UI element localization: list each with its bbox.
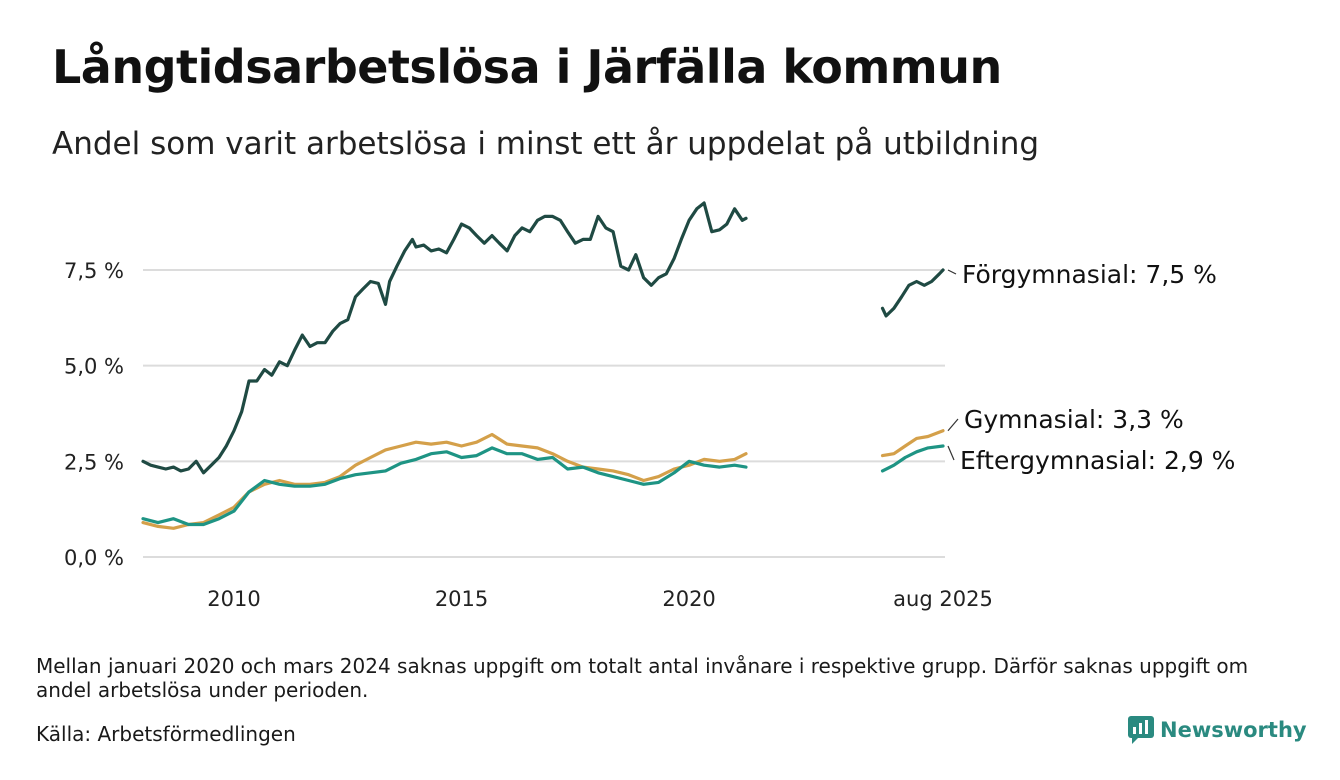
y-tick-label: 7,5 %: [64, 259, 124, 283]
series-end-labels: Förgymnasial: 7,5 % Gymnasial: 3,3 % Efter…: [947, 260, 1235, 475]
y-tick-label: 2,5 %: [64, 450, 124, 474]
x-axis-labels: 2010 2015 2020 aug 2025: [207, 587, 993, 611]
y-axis-labels: 0,0 % 2,5 % 5,0 % 7,5 %: [64, 259, 124, 570]
x-tick-label: 2010: [207, 587, 260, 611]
series-end-label: Förgymnasial: 7,5 %: [962, 260, 1217, 289]
series-lines: [141, 201, 945, 530]
y-tick-label: 0,0 %: [64, 546, 124, 570]
series-end-label: Gymnasial: 3,3 %: [964, 405, 1184, 434]
series-line-eftergymnasial: [141, 446, 748, 527]
series-end-label: Eftergymnasial: 2,9 %: [960, 446, 1235, 475]
series-line-gymnasial: [880, 429, 945, 458]
series-line-förgymnasial: [141, 201, 748, 475]
newsworthy-logo-icon: [1128, 716, 1154, 744]
page-title: Långtidsarbetslösa i Järfälla kommun: [52, 40, 1002, 94]
series-line-förgymnasial: [880, 268, 945, 318]
grid-lines: [143, 269, 945, 558]
label-leader-line: [947, 269, 957, 275]
x-tick-label: 2020: [662, 587, 715, 611]
series-line-eftergymnasial: [880, 444, 945, 473]
x-tick-label: aug 2025: [893, 587, 993, 611]
source-credit: Källa: Arbetsförmedlingen: [36, 722, 296, 746]
line-chart: 0,0 % 2,5 % 5,0 % 7,5 % 2010 2015 2020 aug 202…: [64, 201, 1235, 611]
footnote: Mellan januari 2020 och mars 2024 saknas…: [36, 654, 1249, 702]
label-leader-line: [947, 445, 955, 461]
brand[interactable]: Newsworthy: [1128, 716, 1307, 744]
brand-name: Newsworthy: [1160, 718, 1307, 742]
x-tick-label: 2015: [435, 587, 488, 611]
y-tick-label: 5,0 %: [64, 355, 124, 379]
page-subtitle: Andel som varit arbetslösa i minst ett å…: [52, 126, 1040, 162]
label-leader-line: [947, 418, 959, 432]
